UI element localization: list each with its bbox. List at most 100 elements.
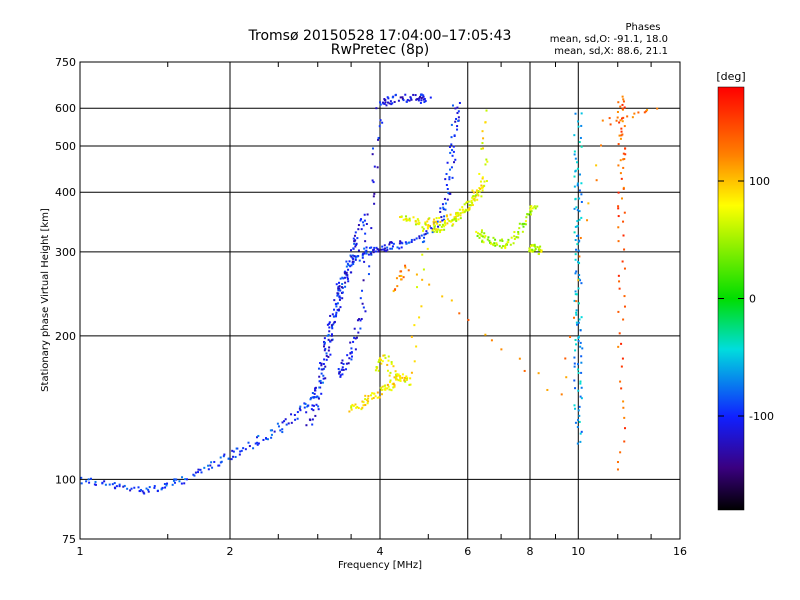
data-point (444, 208, 447, 211)
data-point (580, 124, 583, 127)
data-point (387, 385, 390, 388)
data-point (565, 376, 568, 379)
data-point (130, 487, 133, 490)
data-point (406, 376, 409, 379)
data-point (266, 438, 269, 441)
data-point (458, 101, 461, 104)
data-point (468, 207, 471, 210)
data-point (417, 97, 420, 100)
data-point (481, 176, 484, 179)
data-point (574, 253, 577, 256)
data-point (398, 275, 401, 278)
data-point (577, 234, 580, 237)
data-point (575, 234, 578, 237)
data-point (330, 324, 333, 327)
data-point (101, 482, 104, 485)
data-point (394, 377, 397, 380)
data-point (400, 216, 403, 219)
data-point (450, 123, 453, 126)
x-tick-label: 10 (571, 545, 585, 558)
data-point (354, 337, 357, 340)
data-point (388, 102, 391, 105)
data-point (416, 222, 419, 225)
data-point (323, 358, 326, 361)
data-point (287, 422, 290, 425)
data-point (580, 112, 583, 115)
data-point (531, 248, 534, 251)
data-point (399, 375, 402, 378)
data-point (377, 136, 380, 139)
data-point (332, 323, 335, 326)
data-point (623, 125, 626, 128)
data-point (620, 177, 623, 180)
data-point (423, 240, 426, 243)
data-point (350, 264, 353, 267)
data-point (114, 487, 117, 490)
data-point (453, 217, 456, 220)
data-point (364, 403, 367, 406)
data-point (355, 406, 358, 409)
data-point (421, 253, 424, 256)
data-point (384, 356, 387, 359)
data-point (392, 290, 395, 293)
data-point (350, 271, 353, 274)
data-point (354, 239, 357, 242)
data-point (395, 277, 398, 280)
data-point (616, 116, 619, 119)
data-point (360, 317, 363, 320)
data-point (423, 236, 426, 239)
data-point (534, 207, 537, 210)
data-point (415, 237, 418, 240)
data-point (479, 233, 482, 236)
data-point (619, 451, 622, 454)
data-point (178, 480, 181, 483)
data-point (401, 96, 404, 99)
data-point (576, 363, 579, 366)
data-point (181, 476, 184, 479)
data-point (360, 408, 363, 411)
data-point (361, 256, 364, 259)
data-point (351, 261, 354, 264)
data-point (358, 318, 361, 321)
data-point (193, 474, 196, 477)
data-point (355, 255, 358, 258)
data-point (384, 101, 387, 104)
data-point (424, 233, 427, 236)
data-point (378, 357, 381, 360)
data-point (361, 289, 364, 292)
data-point (578, 274, 581, 277)
data-point (362, 279, 365, 282)
data-point (80, 476, 83, 479)
data-point (458, 208, 461, 211)
data-point (472, 198, 475, 201)
data-point (450, 220, 453, 223)
data-point (529, 205, 532, 208)
data-point (161, 486, 164, 489)
data-point (338, 308, 341, 311)
data-point (357, 407, 360, 410)
data-point (353, 242, 356, 245)
data-point (238, 453, 241, 456)
data-point (451, 154, 454, 157)
data-point (372, 249, 375, 252)
data-point (113, 482, 116, 485)
data-point (546, 388, 549, 391)
data-point (389, 247, 392, 250)
data-point (481, 177, 484, 180)
data-point (355, 242, 358, 245)
data-point (174, 478, 177, 481)
data-point (408, 219, 411, 222)
data-point (304, 402, 307, 405)
data-point (296, 417, 299, 420)
data-point (203, 466, 206, 469)
data-point (421, 96, 424, 99)
data-point (577, 409, 580, 412)
data-point (619, 172, 622, 175)
data-point (371, 147, 374, 150)
data-point (279, 429, 282, 432)
colorbar-ticks: 100 0 -100 (718, 175, 774, 423)
data-point (333, 315, 336, 318)
data-point (373, 202, 376, 205)
stats-x: mean, sd,X: 88.6, 21.1 (554, 46, 668, 57)
data-point (386, 363, 389, 366)
